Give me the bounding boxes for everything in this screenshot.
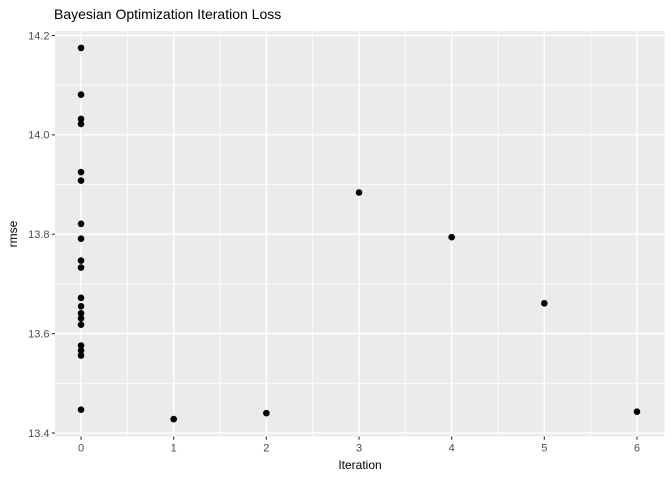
data-point xyxy=(77,406,85,413)
x-tick-label: 0 xyxy=(78,443,84,455)
y-tick-label: 13.8 xyxy=(28,229,49,241)
data-point xyxy=(77,342,85,349)
data-point xyxy=(77,257,85,264)
data-point xyxy=(77,115,85,123)
x-tick-label: 1 xyxy=(171,443,177,455)
x-tick-label: 4 xyxy=(449,443,455,455)
x-axis-label: Iteration xyxy=(338,458,382,472)
chart-title: Bayesian Optimization Iteration Loss xyxy=(54,6,282,22)
data-point xyxy=(77,235,85,243)
data-point xyxy=(355,189,363,196)
y-axis-label: rmse xyxy=(6,220,20,248)
data-point xyxy=(263,409,270,417)
x-tick-label: 2 xyxy=(263,443,269,455)
data-point xyxy=(77,120,85,128)
data-point xyxy=(77,314,85,322)
data-point xyxy=(77,347,85,354)
data-point xyxy=(77,220,85,228)
y-tick-label: 13.6 xyxy=(28,328,49,340)
data-point xyxy=(77,294,85,302)
y-tick-label: 14.0 xyxy=(28,130,49,142)
x-tick-label: 5 xyxy=(541,443,547,455)
y-tick-label: 13.4 xyxy=(28,428,49,440)
data-point xyxy=(77,352,85,359)
data-point xyxy=(77,177,85,184)
data-point xyxy=(77,168,85,176)
x-tick-label: 6 xyxy=(634,443,640,455)
data-point xyxy=(77,91,85,98)
y-tick-label: 14.2 xyxy=(28,30,49,42)
data-point xyxy=(633,408,641,415)
data-point xyxy=(77,321,85,328)
data-point xyxy=(77,309,85,317)
data-point xyxy=(541,300,548,307)
data-point xyxy=(77,44,85,52)
data-point xyxy=(77,264,85,271)
data-point xyxy=(448,233,455,241)
data-point xyxy=(170,415,177,423)
data-point xyxy=(77,303,85,310)
x-tick-label: 3 xyxy=(356,443,362,455)
